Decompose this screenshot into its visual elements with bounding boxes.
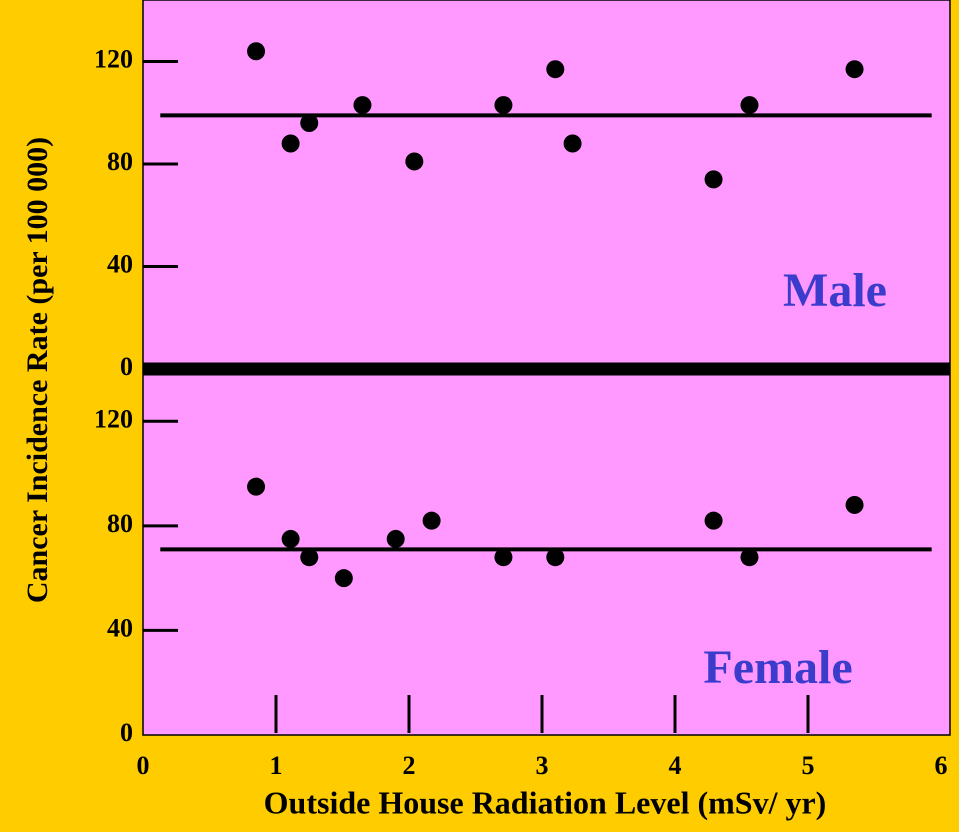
data-point [494,548,513,567]
data-point [546,548,565,567]
data-point [546,60,565,79]
x-tick-label: 1 [270,751,283,780]
x-tick-label: 0 [137,751,150,780]
x-tick-label: 4 [669,751,682,780]
data-point [334,569,353,588]
y-tick-label: 40 [107,249,133,278]
x-tick-label: 6 [935,751,948,780]
panel-label: Male [783,264,887,317]
x-tick-label: 2 [403,751,416,780]
data-point [704,170,723,189]
data-point [281,134,300,153]
y-tick-label: 120 [94,404,133,433]
data-point [740,548,759,567]
y-tick-label: 0 [120,718,133,747]
data-point [300,548,319,567]
data-point [494,96,513,115]
data-point [845,495,864,514]
data-point [386,529,405,548]
data-point [353,96,372,115]
y-tick-label: 80 [107,509,133,538]
data-point [281,529,300,548]
y-axis-label: Cancer Incidence Rate (per 100 000) [21,137,54,603]
x-axis-label: Outside House Radiation Level (mSv/ yr) [264,784,827,820]
data-point [740,96,759,115]
panel-label: Female [703,641,852,694]
data-point [405,152,424,171]
y-tick-label: 0 [120,352,133,381]
data-point [845,60,864,79]
x-tick-label: 3 [536,751,549,780]
data-point [247,477,266,496]
x-tick-label: 5 [802,751,815,780]
y-tick-label: 80 [107,147,133,176]
y-tick-label: 40 [107,613,133,642]
data-point [300,114,319,132]
data-point [247,42,266,61]
data-point [704,511,723,530]
y-tick-label: 120 [94,44,133,73]
data-point [422,511,441,530]
data-point [563,134,582,153]
